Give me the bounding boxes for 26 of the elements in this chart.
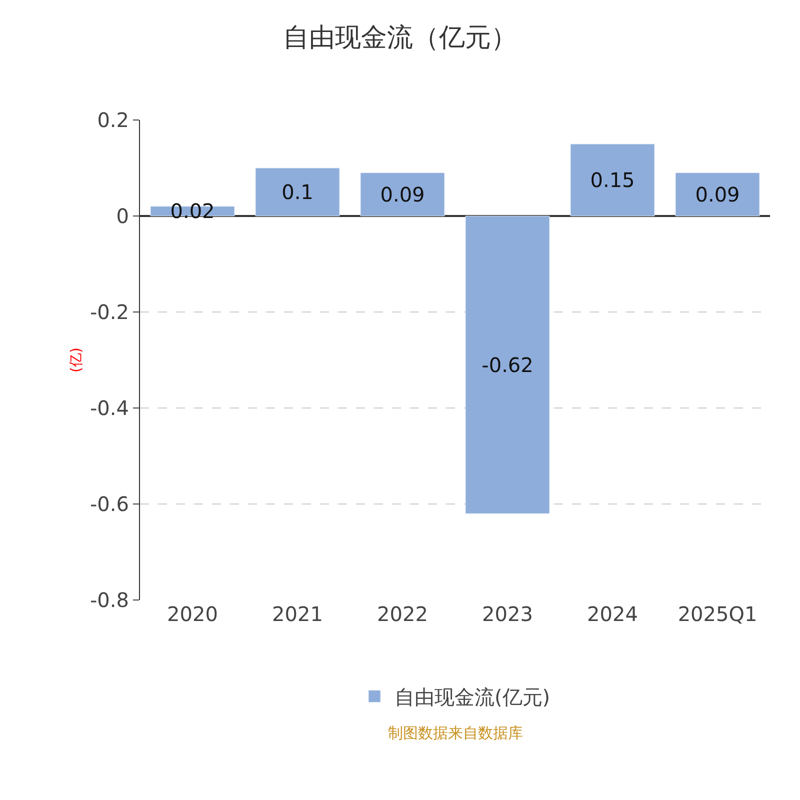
bar — [360, 172, 445, 216]
chart-title: 自由现金流（亿元） — [283, 23, 517, 54]
bar — [570, 144, 655, 216]
y-tick-label: -0.6 — [90, 492, 129, 516]
bar — [255, 168, 340, 216]
text: 制图数据来自数据库 — [388, 724, 523, 742]
x-tick-label: 2021 — [272, 602, 323, 626]
legend-label: 自由现金流(亿元) — [394, 685, 550, 710]
data-label: 0.09 — [695, 182, 740, 206]
x-tick-label: 2023 — [482, 602, 533, 626]
x-tick-label: 2020 — [167, 602, 218, 626]
bar — [465, 216, 550, 514]
y-tick-label: 0 — [116, 204, 129, 228]
x-tick-label: 2025Q1 — [678, 602, 758, 626]
bar — [675, 172, 760, 216]
y-tick-label: 0.2 — [97, 108, 129, 132]
y-tick-label: -0.2 — [90, 300, 129, 324]
x-tick-label: 2022 — [377, 602, 428, 626]
y-axis-title: (亿) — [68, 348, 85, 372]
x-tick-label: 2024 — [587, 602, 638, 626]
data-label: -0.62 — [482, 352, 534, 377]
y-tick-label: -0.4 — [90, 396, 129, 420]
data-label: 0.09 — [380, 182, 425, 206]
data-label: 0.1 — [282, 180, 314, 204]
data-label: 0.15 — [590, 168, 635, 192]
y-tick-label: -0.8 — [90, 588, 129, 612]
